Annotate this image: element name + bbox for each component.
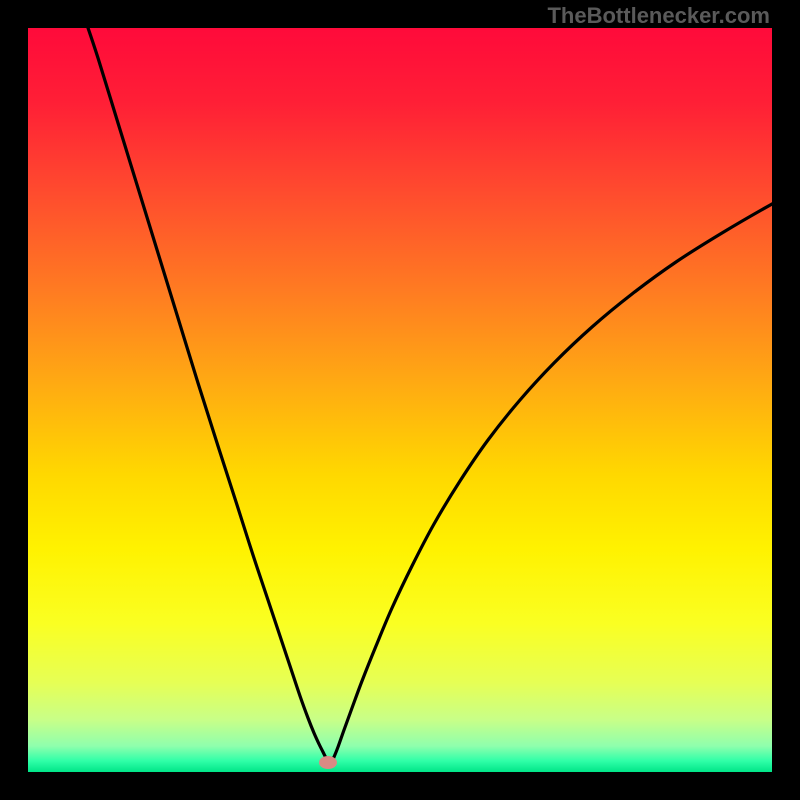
chart-frame: TheBottlenecker.com [0,0,800,800]
bottleneck-marker [319,756,337,769]
watermark-text: TheBottlenecker.com [547,3,770,29]
plot-area [28,28,772,772]
